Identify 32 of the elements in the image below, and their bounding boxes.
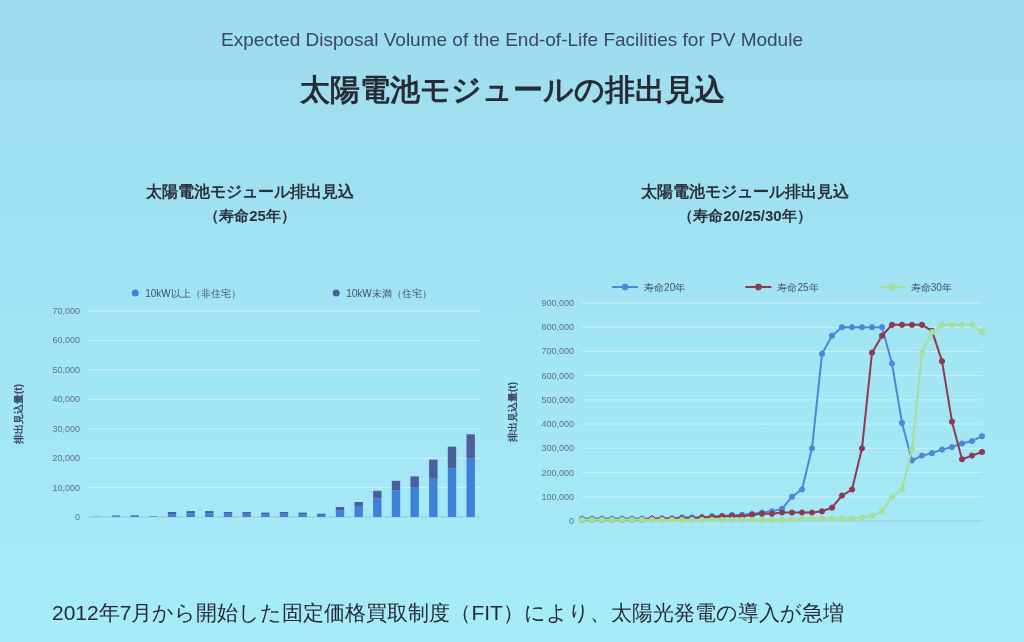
y-axis-title: 排出見込量(t)	[507, 382, 518, 443]
text: 太陽電池モジュールの排出見込	[298, 73, 725, 106]
y-tick-label: 700,000	[541, 346, 574, 357]
y-tick-label: 500,000	[541, 394, 574, 405]
text: 2012年7月から開始した固定価格買取制度（FIT）により、太陽光発電の導入が急増	[52, 601, 844, 624]
y-tick-label: 900,000	[541, 298, 574, 308]
y-tick-label: 70,000	[52, 306, 80, 316]
y-tick-label: 200,000	[541, 467, 574, 478]
chart-title: 太陽電池モジュール排出見込	[145, 183, 355, 200]
y-tick-label: 30,000	[52, 423, 80, 434]
y-tick-label: 20,000	[52, 453, 80, 464]
legend-label: 寿命25年	[777, 281, 819, 293]
y-tick-label: 50,000	[52, 364, 80, 375]
y-tick-label: 100,000	[541, 491, 574, 502]
y-tick-label: 10,000	[52, 482, 80, 493]
y-tick-label: 0	[568, 516, 574, 526]
y-tick-label: 600,000	[541, 370, 574, 381]
y-tick-label: 60,000	[52, 335, 80, 346]
text: Expected Disposal Volume of the End-of-Life Facilities for PV Module	[221, 29, 803, 50]
y-axis-title: 排出見込量(t)	[13, 384, 24, 445]
legend-label: 10kW以上（非住宅）	[145, 287, 241, 299]
y-tick-label: 400,000	[541, 419, 574, 430]
chart-subtitle: （寿命25年）	[204, 207, 296, 224]
legend-label: 寿命30年	[910, 281, 952, 293]
chart-subtitle: （寿命20/25/30年）	[678, 207, 812, 224]
legend-label: 寿命20年	[644, 281, 686, 293]
chart-title: 太陽電池モジュール排出見込	[640, 183, 850, 200]
y-tick-label: 0	[74, 512, 80, 522]
y-tick-label: 40,000	[52, 394, 80, 405]
y-tick-label: 800,000	[541, 322, 574, 333]
legend-label: 10kW未満（住宅）	[346, 287, 432, 299]
y-tick-label: 300,000	[541, 443, 574, 454]
